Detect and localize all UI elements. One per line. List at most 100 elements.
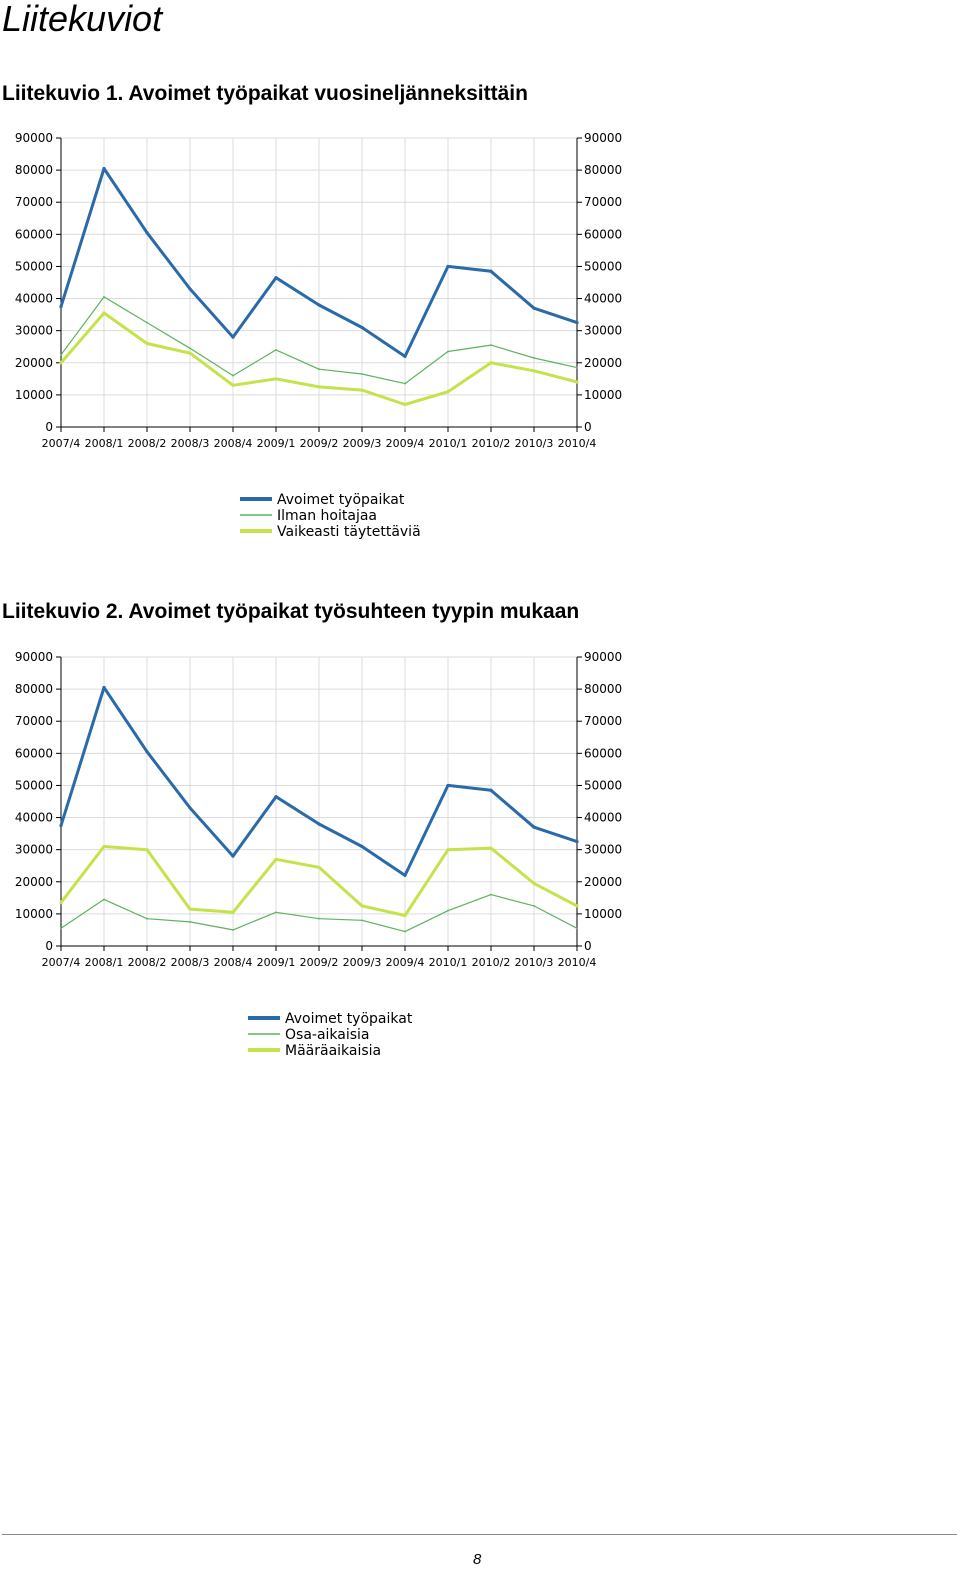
page-number: 8 [473, 1551, 482, 1568]
data-point [317, 822, 321, 826]
footer-rule [2, 1534, 957, 1535]
y-tick-label-left: 70000 [15, 714, 53, 728]
data-point [102, 311, 106, 315]
data-point [446, 390, 450, 394]
x-tick-label: 2009/1 [257, 437, 296, 450]
data-point [146, 321, 148, 324]
y-tick-label-right: 70000 [584, 195, 622, 209]
y-tick-label-left: 60000 [15, 746, 53, 760]
y-tick-label-right: 30000 [584, 843, 622, 857]
y-tick-label-left: 30000 [15, 843, 53, 857]
data-point [145, 231, 149, 235]
data-point [576, 366, 578, 369]
data-point [275, 349, 277, 351]
x-tick-label: 2010/4 [558, 956, 597, 969]
data-point [360, 844, 364, 849]
data-point [274, 857, 278, 861]
data-point [532, 825, 536, 829]
legend-label: Vaikeasti täytettäviä [277, 524, 421, 540]
data-point [59, 901, 63, 905]
x-tick-label: 2008/4 [214, 956, 253, 969]
data-point [447, 350, 449, 353]
data-point [60, 927, 62, 930]
x-tick-label: 2008/1 [85, 956, 124, 969]
data-point [318, 917, 320, 920]
data-point [317, 303, 321, 307]
data-point [232, 374, 234, 377]
data-point [447, 909, 449, 912]
data-point [489, 846, 493, 850]
chart-2: 0 0 10000 10000 20000 20000 30000 30000 40000 400… [15, 650, 622, 1059]
x-tick-label: 2010/1 [429, 956, 468, 969]
x-tick-label: 2010/3 [515, 437, 554, 450]
data-point [361, 373, 363, 375]
data-point [404, 930, 406, 933]
x-tick-label: 2008/3 [171, 437, 210, 450]
data-point [231, 910, 235, 914]
data-point [231, 383, 235, 387]
x-tick-label: 2008/2 [128, 956, 167, 969]
data-point [403, 402, 407, 407]
x-tick-label: 2009/4 [386, 437, 425, 450]
x-tick-label: 2010/4 [558, 437, 597, 450]
chart-1: 0 0 10000 10000 20000 20000 30000 30000 40000 400… [15, 131, 622, 540]
y-tick-label-left: 30000 [15, 324, 53, 338]
x-tick-label: 2008/1 [85, 437, 124, 450]
data-point [103, 898, 105, 901]
y-tick-label-left: 0 [45, 939, 53, 953]
x-tick-label: 2009/2 [300, 956, 339, 969]
x-tick-label: 2009/1 [257, 956, 296, 969]
data-point [446, 783, 450, 788]
figure-1-caption: Liitekuvio 1. Avoimet työpaikat vuosinel… [2, 82, 528, 105]
x-tick-label: 2009/4 [386, 956, 425, 969]
x-tick-label: 2010/2 [472, 437, 511, 450]
data-point [489, 269, 493, 273]
x-tick-label: 2008/2 [128, 437, 167, 450]
data-point [274, 377, 278, 381]
y-tick-label-right: 0 [584, 939, 592, 953]
legend-label: Avoimet työpaikat [285, 1011, 413, 1027]
data-point [60, 353, 62, 356]
data-point [532, 306, 536, 310]
y-tick-label-left: 0 [45, 420, 53, 434]
data-point [446, 264, 450, 269]
y-tick-label-left: 40000 [15, 292, 53, 306]
data-point [533, 904, 535, 907]
y-tick-label-left: 60000 [15, 227, 53, 241]
data-point [275, 911, 277, 914]
y-tick-label-left: 80000 [15, 163, 53, 177]
x-tick-label: 2010/2 [472, 956, 511, 969]
data-point [575, 904, 579, 908]
data-point [575, 321, 579, 325]
data-point [274, 276, 278, 280]
data-point [231, 335, 235, 339]
y-tick-label-left: 10000 [15, 907, 53, 921]
x-tick-label: 2009/2 [300, 437, 339, 450]
x-tick-label: 2007/4 [42, 956, 81, 969]
data-point [189, 921, 191, 923]
data-point [317, 865, 321, 869]
figure-2-caption: Liitekuvio 2. Avoimet työpaikat työsuhte… [2, 600, 580, 623]
data-point [532, 881, 536, 885]
data-point [188, 287, 192, 291]
data-point [360, 388, 364, 392]
y-tick-label-right: 90000 [584, 131, 622, 145]
y-tick-label-left: 70000 [15, 195, 53, 209]
data-point [575, 840, 579, 844]
x-tick-label: 2008/4 [214, 437, 253, 450]
page-title: Liitekuviot [2, 0, 163, 39]
data-point [102, 844, 106, 849]
data-point [102, 166, 106, 171]
y-tick-label-left: 20000 [15, 875, 53, 889]
y-tick-label-right: 60000 [584, 746, 622, 760]
y-tick-label-left: 90000 [15, 131, 53, 145]
x-tick-label: 2007/4 [42, 437, 81, 450]
y-tick-label-right: 90000 [584, 650, 622, 664]
data-point [404, 382, 406, 385]
y-tick-label-right: 80000 [584, 682, 622, 696]
y-tick-label-right: 10000 [584, 907, 622, 921]
y-tick-label-left: 80000 [15, 682, 53, 696]
y-tick-label-right: 40000 [584, 292, 622, 306]
y-tick-label-right: 20000 [584, 356, 622, 370]
legend-label: Osa-aikaisia [285, 1027, 370, 1043]
